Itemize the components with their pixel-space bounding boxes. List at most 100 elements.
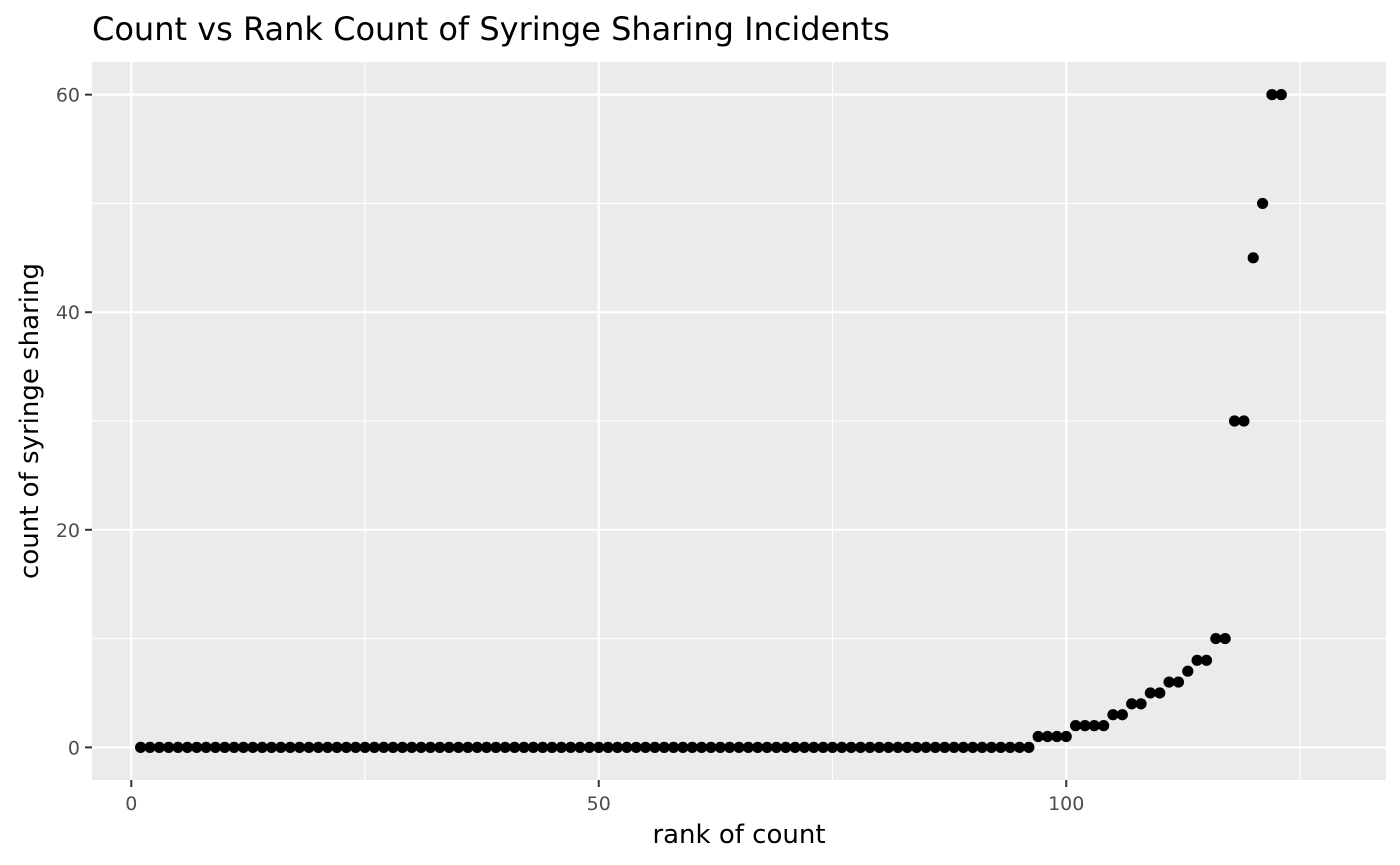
data-point bbox=[705, 741, 717, 753]
data-point bbox=[1238, 415, 1250, 427]
data-point bbox=[1079, 720, 1091, 732]
data-point bbox=[1004, 741, 1016, 753]
data-point bbox=[434, 741, 446, 753]
data-point bbox=[163, 741, 175, 753]
data-points bbox=[135, 89, 1287, 753]
data-point bbox=[256, 741, 268, 753]
data-point bbox=[985, 741, 998, 753]
y-tick-label: 20 bbox=[56, 520, 80, 542]
data-point bbox=[509, 741, 521, 753]
data-point bbox=[836, 741, 848, 753]
data-point bbox=[658, 741, 670, 753]
data-point bbox=[527, 741, 539, 753]
data-point bbox=[967, 741, 979, 753]
data-point bbox=[901, 741, 913, 753]
data-point bbox=[1126, 698, 1138, 710]
data-point bbox=[480, 741, 493, 753]
data-point bbox=[864, 741, 876, 753]
data-point bbox=[1247, 252, 1259, 264]
data-point bbox=[340, 741, 352, 753]
data-point bbox=[303, 741, 315, 753]
data-point bbox=[752, 741, 764, 753]
data-point bbox=[387, 741, 399, 753]
data-point bbox=[976, 741, 988, 753]
x-axis-ticks: 0 50 100 bbox=[125, 780, 1084, 815]
data-point bbox=[714, 741, 726, 753]
data-point bbox=[546, 741, 558, 753]
data-point bbox=[499, 741, 511, 753]
data-point bbox=[1182, 665, 1194, 677]
data-point bbox=[1088, 720, 1100, 732]
data-point bbox=[639, 741, 652, 753]
data-point bbox=[443, 741, 455, 753]
data-point bbox=[789, 741, 801, 753]
data-point bbox=[172, 741, 184, 753]
y-tick-label: 60 bbox=[56, 85, 80, 107]
data-point bbox=[293, 741, 306, 753]
data-point bbox=[1275, 89, 1287, 101]
data-point bbox=[1210, 632, 1222, 645]
data-point bbox=[1013, 741, 1026, 753]
data-point bbox=[574, 741, 586, 753]
data-point bbox=[649, 741, 661, 753]
data-point bbox=[1135, 698, 1147, 710]
data-point bbox=[555, 741, 567, 753]
data-point bbox=[770, 741, 782, 753]
data-point bbox=[826, 741, 839, 753]
data-point bbox=[275, 741, 287, 753]
data-point bbox=[882, 741, 895, 753]
data-point bbox=[630, 741, 642, 753]
data-point bbox=[583, 741, 596, 753]
data-point bbox=[808, 741, 820, 753]
data-point bbox=[873, 741, 885, 753]
data-point bbox=[1191, 654, 1203, 666]
data-point bbox=[406, 741, 418, 753]
y-axis-ticks: 0 20 40 60 bbox=[56, 85, 92, 759]
data-point bbox=[537, 741, 549, 753]
data-point bbox=[611, 741, 624, 753]
data-point bbox=[1032, 730, 1044, 743]
data-point bbox=[1116, 709, 1128, 721]
chart-title: Count vs Rank Count of Syringe Sharing I… bbox=[92, 10, 890, 48]
data-point bbox=[228, 741, 240, 753]
x-tick-label: 0 bbox=[125, 793, 137, 815]
data-point bbox=[677, 741, 689, 753]
y-tick-label: 0 bbox=[68, 737, 80, 759]
y-axis-title: count of syringe sharing bbox=[15, 263, 45, 579]
data-point bbox=[1098, 720, 1110, 732]
data-point bbox=[181, 741, 193, 753]
data-point bbox=[1069, 720, 1082, 732]
data-point bbox=[696, 741, 708, 753]
data-point bbox=[153, 741, 165, 753]
data-point bbox=[817, 741, 829, 753]
data-point bbox=[1107, 709, 1119, 721]
data-point bbox=[490, 741, 502, 753]
data-point bbox=[957, 741, 969, 753]
data-point bbox=[284, 741, 296, 753]
data-point bbox=[1172, 676, 1185, 688]
data-point bbox=[200, 741, 212, 753]
data-point bbox=[621, 741, 633, 753]
data-point bbox=[1051, 730, 1063, 743]
data-point bbox=[1023, 741, 1035, 753]
data-point bbox=[1200, 654, 1213, 666]
data-point bbox=[602, 741, 614, 753]
data-point bbox=[593, 741, 605, 753]
data-point bbox=[322, 741, 334, 753]
data-point bbox=[995, 741, 1007, 753]
data-point bbox=[742, 741, 754, 753]
data-point bbox=[209, 741, 222, 753]
data-point bbox=[667, 741, 680, 753]
data-point bbox=[1144, 687, 1156, 699]
data-point bbox=[798, 741, 811, 753]
data-point bbox=[247, 741, 259, 753]
data-point bbox=[312, 741, 324, 753]
data-point bbox=[219, 741, 231, 753]
data-point bbox=[265, 741, 278, 753]
data-point bbox=[1060, 730, 1072, 743]
data-point bbox=[1228, 415, 1241, 427]
data-point bbox=[415, 741, 427, 753]
data-point bbox=[929, 741, 941, 753]
data-point bbox=[920, 741, 932, 753]
x-tick-label: 50 bbox=[587, 793, 611, 815]
